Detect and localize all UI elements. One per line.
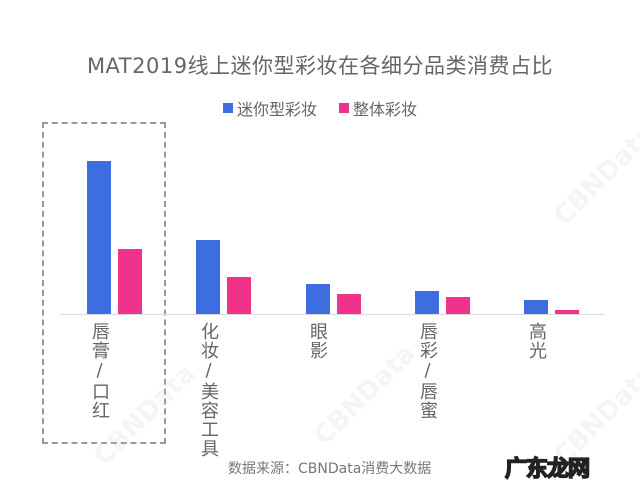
bar-mini (87, 161, 111, 314)
bar-mini (414, 291, 439, 314)
legend: 迷你型彩妆 整体彩妆 (0, 96, 640, 120)
category-label: 眼影 (307, 322, 328, 360)
bar-overall (336, 294, 361, 314)
bar-overall (555, 310, 579, 314)
bar-overall (445, 297, 470, 314)
category-label: 唇彩/唇蜜 (417, 322, 438, 420)
legend-item-mini: 迷你型彩妆 (222, 96, 317, 120)
category-label: 化妆/美容工具 (198, 322, 219, 458)
bar-mini (524, 300, 548, 314)
legend-swatch-pink (339, 103, 349, 113)
legend-label-mini: 迷你型彩妆 (236, 100, 317, 119)
category-label: 高光 (526, 322, 547, 360)
bar-overall (118, 249, 142, 314)
brand-logo: 广东龙网 (504, 456, 591, 483)
watermark: CBNData (548, 118, 640, 232)
legend-label-overall: 整体彩妆 (353, 100, 418, 119)
highlight-dashed-box (42, 122, 166, 444)
bar-mini (196, 240, 221, 314)
x-axis-line (60, 314, 605, 315)
bar-mini (305, 284, 330, 314)
category-label: 唇膏/口红 (89, 322, 110, 420)
bar-overall (227, 277, 252, 314)
legend-item-overall: 整体彩妆 (339, 96, 417, 120)
chart-title: MAT2019线上迷你型彩妆在各细分品类消费占比 (86, 54, 554, 78)
legend-swatch-blue (222, 103, 233, 113)
data-source: 数据来源：CBNData消费大数据 (228, 461, 432, 477)
